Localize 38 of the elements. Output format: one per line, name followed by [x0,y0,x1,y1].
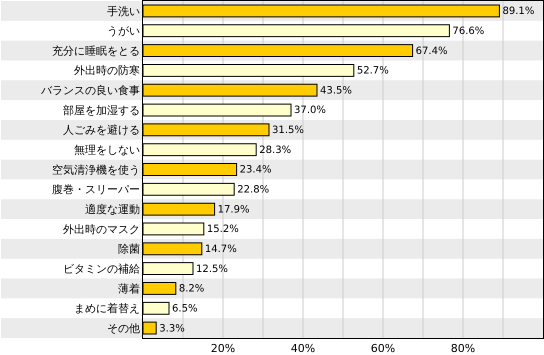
x-tick-label: 40% [290,342,316,355]
data-label: 14.7% [204,244,237,255]
y-tick-label: 空気清浄機を使う [52,163,140,176]
y-tick-label: 充分に睡眠をとる [52,44,140,58]
y-tick-label: 除菌 [118,242,140,256]
data-label: 15.2% [206,224,239,236]
data-label: 76.6% [452,26,484,37]
x-tick-label: 60% [370,342,396,355]
y-tick-label: 外出時の防寒 [74,64,140,78]
data-label: 31.5% [272,125,304,136]
y-tick-label: バランスの良い食事 [40,84,140,98]
data-label: 67.4% [416,46,448,57]
y-tick-label: その他 [106,322,140,335]
y-tick-label: 人ごみを避ける [62,124,140,137]
data-label: 3.3% [159,323,185,334]
data-label: 37.0% [294,105,326,116]
y-tick-label: まめに着替え [74,302,140,316]
data-label: 22.8% [237,184,270,196]
data-label: 28.3% [259,144,292,156]
y-tick-label: うがい [106,24,140,38]
data-label: 43.5% [320,85,352,96]
y-tick-label: 手洗い [106,4,140,18]
y-tick-label: 部屋を加湿する [62,104,140,117]
data-label: 6.5% [172,303,198,314]
y-tick-label: ビタミンの補給 [62,262,140,276]
x-tick-label: 80% [450,342,476,355]
data-label: 23.4% [240,164,272,176]
data-label: 89.1% [502,6,534,18]
y-tick-label: 適度な運動 [84,203,140,216]
y-tick-label: 外出時のマスク [62,222,140,236]
y-tick-label: 薄着 [118,282,140,296]
y-tick-label: 無理をしない [74,144,140,157]
data-label: 8.2% [178,284,204,295]
data-label: 17.9% [218,204,250,216]
y-tick-label: 腹巻・スリーパー [52,183,140,196]
data-label: 12.5% [196,264,228,275]
x-tick-label: 20% [210,342,236,355]
data-label: 52.7% [356,66,389,77]
